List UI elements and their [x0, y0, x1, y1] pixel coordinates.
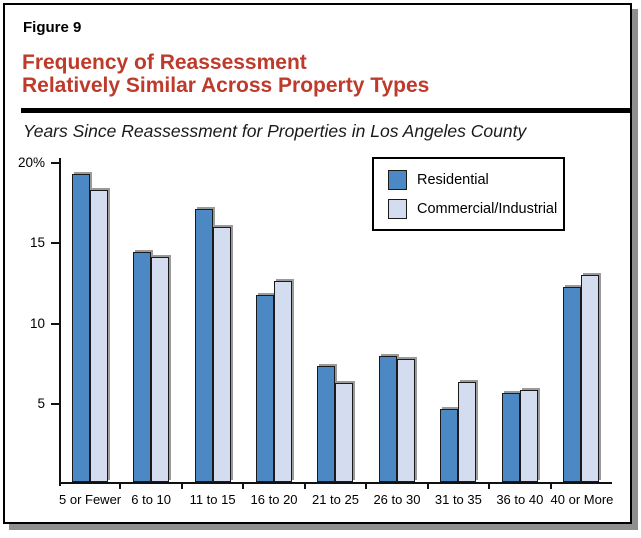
- residential-bar-11-to-15: [194, 209, 213, 482]
- x-category-label-36-to-40: 36 to 40: [496, 492, 544, 507]
- y-axis-label-5: 5: [37, 395, 45, 411]
- commercial-bar-40-or-more: [581, 274, 600, 482]
- y-axis-tick-5: [51, 402, 59, 405]
- residential-bar-16-to-20: [256, 295, 275, 482]
- x-category-label-31-to-35: 31 to 35: [434, 492, 482, 507]
- header-divider-rule: [21, 108, 630, 113]
- legend-entry-commercial: Commercial/Industrial: [388, 199, 557, 219]
- x-axis-tick-4: [303, 484, 306, 489]
- x-category-label-11-to-15: 11 to 15: [189, 492, 236, 507]
- x-axis-tick-8: [549, 484, 552, 489]
- x-axis-tick-2: [180, 484, 183, 489]
- residential-bar-21-to-25: [317, 365, 336, 482]
- legend-label-commercial: Commercial/Industrial: [417, 201, 558, 217]
- x-category-label-40-or-more: 40 or More: [550, 492, 614, 507]
- x-axis-tick-6: [426, 484, 429, 489]
- bar-group-21-to-25: [305, 365, 366, 482]
- y-axis-tick-20: [51, 162, 59, 164]
- bar-group-31-to-35: [428, 381, 489, 482]
- y-axis-tick-10: [51, 322, 59, 325]
- commercial-bar-5-or-fewer: [89, 190, 108, 482]
- residential-bar-26-to-30: [378, 356, 397, 482]
- y-axis-line: [59, 158, 61, 486]
- residential-bar-6-to-10: [133, 252, 152, 482]
- commercial-bar-31-to-35: [458, 381, 477, 482]
- bar-group-6-to-10: [120, 252, 181, 482]
- commercial-swatch-icon: [388, 199, 407, 219]
- bar-group-5-or-fewer: [59, 174, 120, 482]
- figure-number-label: Figure 9: [23, 19, 82, 36]
- x-axis-line: [59, 482, 612, 484]
- figure-title-line1: Frequency of Reassessment: [22, 51, 307, 74]
- commercial-bar-36-to-40: [519, 389, 538, 482]
- commercial-bar-6-to-10: [151, 257, 170, 482]
- residential-bar-31-to-35: [440, 408, 459, 482]
- commercial-bar-26-to-30: [396, 359, 415, 482]
- legend-label-residential: Residential: [417, 172, 489, 188]
- x-axis-tick-5: [365, 484, 368, 489]
- y-axis-label-10: 10: [29, 315, 45, 331]
- x-category-label-6-to-10: 6 to 10: [131, 492, 172, 507]
- x-category-label-26-to-30: 26 to 30: [373, 492, 421, 507]
- legend-entry-residential: Residential: [388, 170, 489, 190]
- x-category-label-21-to-25: 21 to 25: [311, 492, 359, 507]
- y-axis-label-20: 20%: [17, 155, 45, 170]
- x-category-label-5-or-fewer: 5 or Fewer: [59, 492, 122, 507]
- commercial-bar-11-to-15: [212, 226, 231, 482]
- residential-bar-40-or-more: [563, 287, 582, 482]
- bar-group-40-or-more: [551, 274, 612, 482]
- figure-title-line2: Relatively Similar Across Property Types: [22, 74, 430, 97]
- residential-bar-5-or-fewer: [71, 174, 90, 482]
- bar-group-36-to-40: [489, 389, 550, 482]
- figure-frame: Figure 9 Frequency of Reassessment Relat…: [3, 3, 632, 524]
- residential-swatch-icon: [388, 170, 407, 190]
- commercial-bar-16-to-20: [274, 281, 293, 482]
- residential-bar-36-to-40: [501, 392, 520, 482]
- y-axis-tick-15: [51, 242, 59, 245]
- x-axis-tick-3: [242, 484, 245, 489]
- y-axis-label-15: 15: [29, 235, 45, 251]
- x-category-label-16-to-20: 16 to 20: [250, 492, 298, 507]
- x-axis-tick-1: [119, 484, 122, 489]
- commercial-bar-21-to-25: [335, 383, 354, 482]
- chart-legend: Residential Commercial/Industrial: [372, 157, 565, 231]
- chart-subtitle: Years Since Reassessment for Properties …: [23, 121, 527, 141]
- plot-area: 20% 15 10 5 5 or Fewer 6 to 10 11 to 15 16 to 2…: [18, 156, 613, 508]
- bar-group-16-to-20: [243, 281, 304, 482]
- x-axis-tick-7: [488, 484, 491, 489]
- bar-group-26-to-30: [366, 356, 427, 482]
- figure-title: Frequency of Reassessment Relatively Sim…: [22, 51, 429, 97]
- bar-group-11-to-15: [182, 209, 243, 482]
